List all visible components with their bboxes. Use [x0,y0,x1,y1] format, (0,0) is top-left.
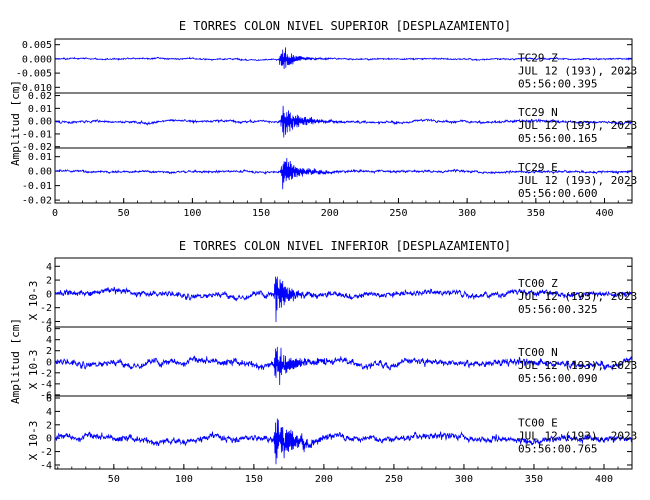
x-tick-label: 350 [525,474,543,485]
panel-inferior-title: E TORRES COLON NIVEL INFERIOR [DESPLAZAM… [179,239,511,253]
x-tick-label: 200 [321,208,339,219]
trace-station-label: TC29 E [518,161,558,174]
panel-superior-title: E TORRES COLON NIVEL SUPERIOR [DESPLAZAM… [179,19,511,33]
trace-station-label: TC29 Z [518,52,558,65]
y-tick-label: -0.02 [22,196,52,207]
y-tick-label: 0.01 [28,152,52,163]
scale-factor-label: X 10-3 [27,281,40,321]
x-tick-label: 250 [385,474,403,485]
x-tick-label: 100 [183,208,201,219]
x-tick-label: 300 [455,474,473,485]
waveform-line [54,418,633,465]
scale-factor-label: X 10-3 [27,421,40,461]
trace-time-label: 05:56:00.090 [518,372,597,385]
trace-time-label: 05:56:00.395 [518,78,597,91]
y-tick-label: 0 [46,434,52,445]
x-tick-label: 50 [118,208,130,219]
trace-time-label: 05:56:00.325 [518,303,597,316]
trace-date-label: JUL 12 (193), 2023 [518,359,637,372]
y-tick-label: 0.00 [28,167,52,178]
y-tick-label: 0 [46,357,52,368]
trace-time-label: 05:56:00.600 [518,187,597,200]
y-tick-label: 0.01 [28,104,52,115]
panel-inferior: E TORRES COLON NIVEL INFERIOR [DESPLAZAM… [9,239,637,485]
y-tick-label: -6 [40,390,52,401]
waveform-line [54,157,633,190]
x-tick-label: 400 [595,208,613,219]
panel-superior-ylabel: Amplitud [cm] [9,80,22,166]
trace-time-label: 05:56:00.765 [518,443,597,456]
trace-frame [54,147,633,204]
waveform-line [54,105,633,138]
y-tick-label: 0.005 [22,40,52,51]
y-tick-label: 6 [46,324,52,335]
y-tick-label: -0.02 [22,142,52,153]
panel-inferior-ylabel: Amplitud [cm] [9,318,22,404]
trace-station-label: TC29 N [518,106,558,119]
y-tick-label: 4 [46,262,52,273]
waveform-line [54,276,633,323]
y-tick-label: -2 [40,368,52,379]
x-tick-label: 150 [245,474,263,485]
waveform-line [54,346,633,386]
y-tick-label: -0.01 [22,181,52,192]
trace-station-label: TC00 Z [518,277,558,290]
trace-station-label: TC00 E [518,417,558,430]
x-tick-label: 150 [252,208,270,219]
trace-date-label: JUL 12 (193), 2023 [518,119,637,132]
x-tick-label: 300 [458,208,476,219]
waveform-line [54,47,632,70]
y-tick-label: 2 [46,276,52,287]
y-tick-label: -0.005 [16,69,52,80]
trace-date-label: JUL 12 (193), 2023 [518,430,637,443]
x-tick-label: 100 [175,474,193,485]
trace-date-label: JUL 12 (193), 2023 [518,290,637,303]
y-tick-label: 2 [46,346,52,357]
y-tick-label: 6 [46,394,52,405]
y-tick-label: -2 [40,447,52,458]
y-tick-label: 0.000 [22,54,52,65]
y-tick-label: 4 [46,407,52,418]
y-tick-label: -2 [40,303,52,314]
x-tick-label: 400 [595,474,613,485]
y-tick-label: -4 [40,379,52,390]
y-tick-label: -0.010 [16,83,52,94]
y-tick-label: -4 [40,460,52,471]
y-tick-label: 0 [46,289,52,300]
scale-factor-label: X 10-3 [27,350,40,390]
y-tick-label: -4 [40,317,52,328]
x-tick-label: 250 [389,208,407,219]
trace-date-label: JUL 12 (193), 2023 [518,65,637,78]
y-tick-label: 4 [46,335,52,346]
trace-date-label: JUL 12 (193), 2023 [518,174,637,187]
panel-superior: E TORRES COLON NIVEL SUPERIOR [DESPLAZAM… [9,19,637,219]
y-tick-label: 2 [46,420,52,431]
trace-station-label: TC00 N [518,346,558,359]
x-tick-label: 350 [527,208,545,219]
y-tick-label: 0.02 [28,91,52,102]
y-tick-label: -0.01 [22,129,52,140]
x-tick-label: 200 [315,474,333,485]
trace-time-label: 05:56:00.165 [518,132,597,145]
trace-frame [54,395,633,470]
x-tick-label: 0 [52,208,58,219]
y-tick-label: 0.00 [28,117,52,128]
x-tick-label: 50 [108,474,120,485]
